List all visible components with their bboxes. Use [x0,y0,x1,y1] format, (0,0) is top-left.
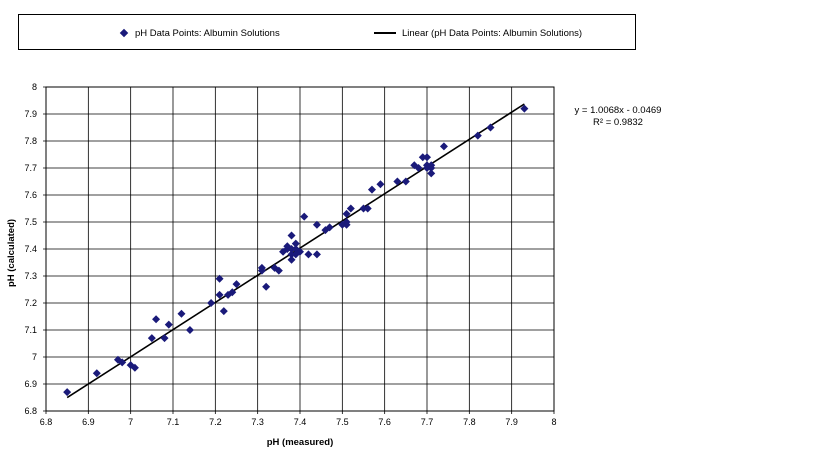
data-point [118,358,127,367]
data-point [291,239,300,248]
y-tick-label: 6.9 [24,379,37,389]
x-tick-label: 7.1 [167,417,180,427]
data-point [152,315,161,324]
y-tick-label: 7.2 [24,298,37,308]
data-point [346,204,355,213]
data-point [164,320,173,329]
data-point [287,245,296,253]
data-point [147,334,156,343]
x-tick-label: 7.7 [421,417,434,427]
data-point [342,209,351,218]
legend-label-linear: Linear (pH Data Points: Albumin Solution… [402,27,583,39]
data-point [304,250,313,259]
data-point [359,204,368,213]
x-tick-label: 7.2 [209,417,222,427]
y-axis-title: pH (calculated) [6,219,17,287]
plot-area-border [45,86,555,412]
data-point [228,288,237,297]
regression-equation: y = 1.0068x - 0.0469 [574,105,662,116]
regression-annotation: y = 1.0068x - 0.0469 R² = 0.9832 [560,105,676,129]
data-point [130,363,139,372]
data-point [262,282,271,291]
data-point [427,161,436,170]
data-point [367,185,376,194]
y-tick-label: 7.4 [24,244,37,254]
y-tick-label: 7.8 [24,136,37,146]
tick-labels: 6.8 6.9 7 7.1 7.2 7.3 7.4 7.5 7.6 7.7 7.8 7.9 8 6.8 6.… [24,82,556,427]
x-tick-label: 6.8 [40,417,53,427]
y-tick-label: 7.6 [24,190,37,200]
data-point [363,204,372,213]
data-point [92,369,101,378]
data-point [274,266,283,275]
legend-item-scatter: pH Data Points: Albumin Solutions [119,15,280,51]
data-point [232,280,241,289]
data-point [439,142,448,151]
y-tick-label: 7.3 [24,271,37,281]
data-point [423,153,431,162]
data-point [207,299,216,307]
data-point [473,131,482,140]
legend-item-linear: Linear (pH Data Points: Albumin Solution… [374,15,582,51]
data-point [177,309,186,318]
x-tick-label: 7.3 [251,417,264,427]
y-tick-label: 7.7 [24,163,37,173]
data-point [486,123,495,132]
data-point [215,290,224,299]
data-point [520,104,529,113]
x-tick-label: 7.8 [463,417,476,427]
data-point [215,274,224,283]
data-point [296,247,304,256]
data-point [63,388,72,397]
y-tick-label: 7.5 [24,217,37,227]
data-point [393,177,402,186]
data-point [418,153,427,162]
x-axis-title: pH (measured) [267,437,334,448]
data-point [287,231,296,240]
y-tick-label: 7.9 [24,109,37,119]
data-point [376,180,385,189]
data-point [427,169,436,178]
line-marker-icon [374,32,396,34]
data-point [312,250,321,259]
data-point [160,334,169,343]
data-point [325,223,334,232]
x-tick-label: 6.9 [82,417,95,427]
y-tick-label: 8 [32,82,37,92]
y-tick-label: 7.1 [24,325,37,335]
data-point [185,326,194,334]
data-point [300,212,309,221]
data-point [414,164,423,172]
x-tick-label: 7.4 [294,417,307,427]
x-tick-label: 8 [551,417,556,427]
data-point [401,177,410,186]
y-tick-label: 7 [32,352,37,362]
legend: pH Data Points: Albumin Solutions Linear… [18,14,636,50]
x-tick-label: 7.6 [378,417,391,427]
legend-label-scatter: pH Data Points: Albumin Solutions [135,27,280,39]
r-squared-value: R² = 0.9832 [593,117,643,128]
data-point [287,250,296,259]
x-tick-label: 7 [128,417,133,427]
y-tick-label: 6.8 [24,406,37,416]
x-tick-label: 7.9 [505,417,518,427]
data-points [63,104,529,397]
data-point [287,255,296,264]
data-point [342,220,351,229]
x-tick-label: 7.5 [336,417,349,427]
data-point [219,307,228,316]
data-point [257,263,266,272]
data-point [312,220,321,229]
grid [43,86,555,414]
